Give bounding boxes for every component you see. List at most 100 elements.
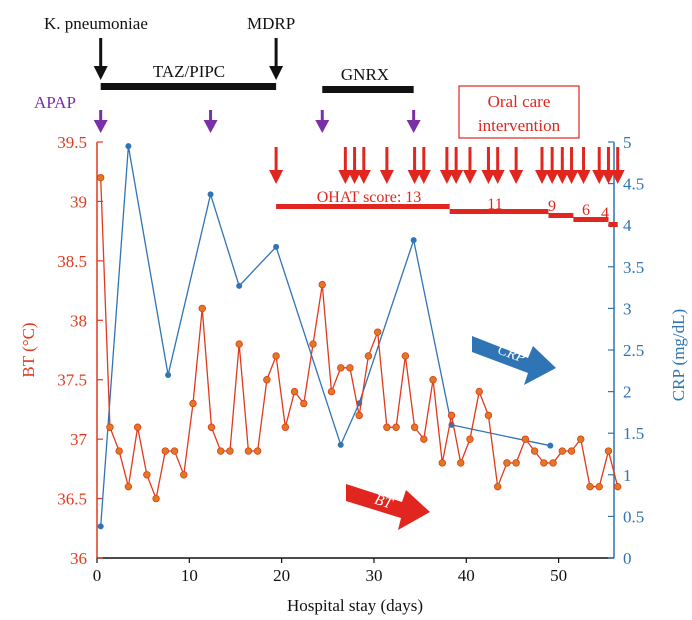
right-y-tick-label: 2.5 — [623, 341, 644, 360]
bt-point — [503, 459, 511, 467]
crp-point — [337, 441, 344, 448]
crp-point — [97, 523, 104, 530]
oral-care-arrow-head — [338, 170, 353, 184]
right-y-tick-label: 0 — [623, 549, 632, 568]
oral-care-arrow-head — [534, 170, 549, 184]
crp-point — [410, 237, 417, 244]
bt-point — [161, 447, 170, 455]
oral-care-arrow-head — [462, 170, 477, 184]
apap-arrow-head — [203, 120, 218, 133]
oral-care-arrow-head — [564, 170, 579, 184]
crp-point — [207, 191, 214, 198]
bt-point — [613, 482, 622, 491]
bt-point — [263, 376, 271, 384]
bt-point — [355, 411, 363, 420]
bt-point — [392, 423, 400, 431]
ohat-bar-13 — [276, 204, 450, 209]
crp-trend-arrow — [472, 336, 556, 385]
bt-point — [401, 352, 410, 360]
crp-point — [165, 371, 172, 378]
bt-point — [364, 352, 373, 360]
x-tick-label: 0 — [93, 566, 102, 585]
crp-series — [97, 143, 554, 530]
apap-arrow-head — [315, 120, 330, 133]
bt-point — [540, 459, 548, 467]
x-tick-label: 20 — [273, 566, 290, 585]
oral-care-arrow-head — [356, 170, 371, 184]
x-tick-label: 10 — [181, 566, 198, 585]
right-y-tick-label: 2 — [623, 383, 632, 402]
oral-care-arrow-head — [576, 170, 591, 184]
bt-point — [466, 435, 474, 443]
bt-point — [521, 435, 530, 443]
right-y-tick-label: 3.5 — [623, 258, 644, 277]
bt-point — [253, 447, 262, 455]
oral-care-arrow-head — [601, 170, 616, 184]
bt-point — [586, 482, 594, 491]
bt-point — [484, 411, 493, 420]
left-y-tick-label: 38.5 — [57, 252, 87, 271]
apap-label: APAP — [34, 93, 76, 112]
apap-arrow-head — [93, 120, 108, 133]
crp-point — [236, 282, 243, 289]
bt-point — [475, 387, 483, 396]
right-y-tick-label: 4.5 — [623, 175, 644, 194]
bt-point — [318, 280, 326, 289]
right-y-tick-label: 5 — [623, 133, 632, 152]
apap-arrow-head — [406, 120, 421, 133]
bt-point — [438, 459, 446, 467]
bt-point — [549, 459, 557, 467]
left-y-tick-label: 37 — [70, 430, 88, 449]
oral-care-arrow-head — [407, 170, 422, 184]
bt-point — [447, 411, 456, 420]
gnrx-bar — [322, 86, 414, 93]
oral-care-label-line2: intervention — [478, 116, 561, 135]
bt-point — [235, 340, 243, 348]
oral-care-arrow-head — [610, 170, 625, 184]
bt-trend-label: BT — [372, 492, 395, 513]
bt-point — [346, 364, 354, 372]
x-axis-title: Hospital stay (days) — [287, 596, 423, 615]
crp-point — [547, 442, 554, 449]
bt-point — [410, 423, 419, 431]
crp-point — [125, 143, 132, 150]
bt-point — [512, 459, 520, 467]
bt-point — [189, 399, 197, 408]
bt-point — [290, 387, 299, 396]
x-ticks: 0 10 20 30 40 50 — [93, 558, 567, 585]
bt-line — [100, 177, 619, 501]
bt-point — [272, 352, 280, 360]
ohat-label-6: 6 — [582, 202, 590, 219]
k-pneumoniae-label: K. pneumoniae — [44, 14, 148, 33]
right-y-axis-title: CRP (mg/dL) — [669, 309, 688, 401]
crp-point — [273, 243, 280, 250]
bt-point — [207, 423, 216, 431]
bt-point — [558, 447, 566, 455]
left-y-tick-label: 36 — [70, 549, 87, 568]
oral-care-arrow-head — [379, 170, 394, 184]
bt-point — [152, 494, 160, 503]
right-y-ticks: 0 0.5 1 1.5 2 2.5 3 3.5 4 4.5 5 — [608, 133, 644, 568]
bt-point — [170, 447, 179, 455]
ohat-bar-6 — [573, 217, 609, 222]
bt-point — [180, 471, 188, 479]
right-y-tick-label: 0.5 — [623, 507, 644, 526]
bt-point — [124, 482, 133, 491]
oral-care-arrow-head — [416, 170, 431, 184]
x-tick-label: 30 — [365, 566, 382, 585]
oral-care-arrow-head — [269, 170, 284, 184]
bt-point — [567, 447, 576, 455]
ohat-bar-4 — [608, 222, 618, 227]
bt-point — [530, 447, 539, 455]
bt-point — [429, 376, 437, 384]
bt-point — [115, 447, 123, 455]
bt-point — [106, 423, 114, 431]
bt-point — [217, 447, 225, 455]
x-tick-label: 40 — [458, 566, 475, 585]
bt-point — [595, 482, 603, 491]
oral-care-arrow-head — [490, 170, 505, 184]
oral-care-arrow-head — [347, 170, 362, 184]
taz-pipc-bar — [100, 83, 277, 90]
organism-arrow-head — [269, 66, 284, 80]
